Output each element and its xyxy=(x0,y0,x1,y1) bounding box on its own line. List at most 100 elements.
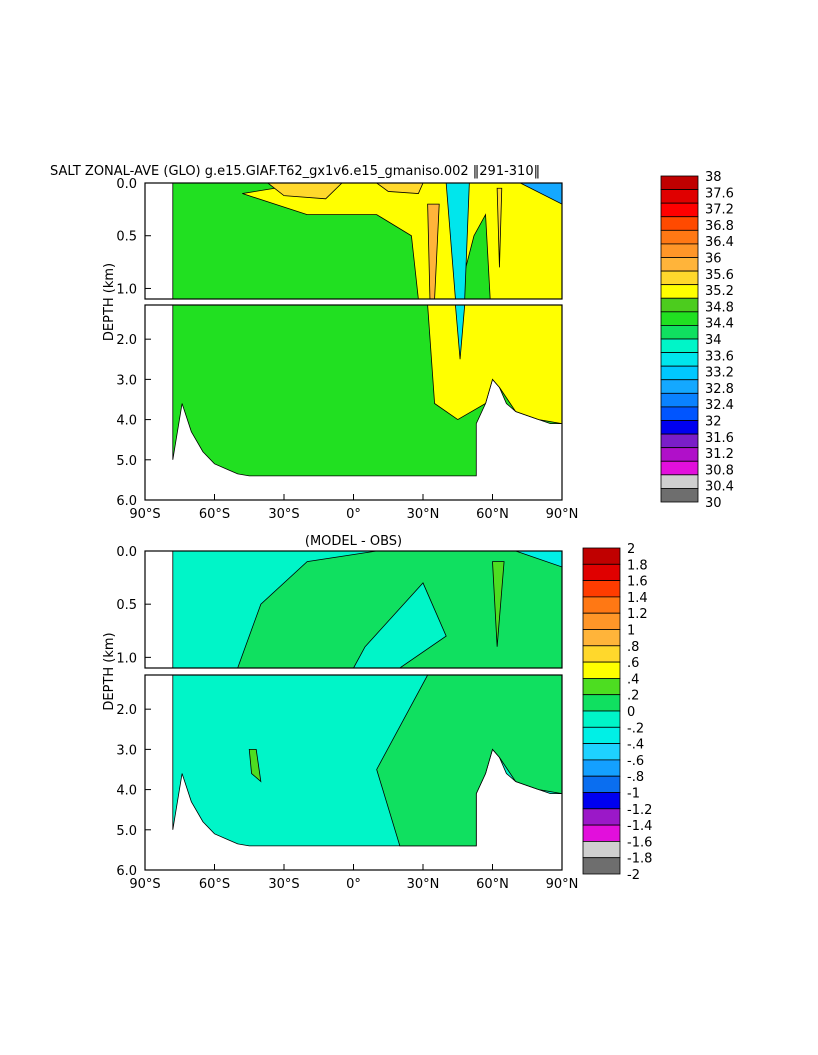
x-tick-label: 30°S xyxy=(268,877,299,892)
colorbar-label: 32 xyxy=(705,415,722,430)
x-tick-label: 0° xyxy=(346,507,361,522)
colorbar-swatch xyxy=(660,433,699,449)
colorbar-label: -1.4 xyxy=(627,819,652,834)
colorbar-label: 32.4 xyxy=(705,398,734,413)
colorbar-label: -1 xyxy=(627,787,640,802)
colorbar-swatch xyxy=(582,841,621,859)
colorbar-label: 1.2 xyxy=(627,607,648,622)
colorbar-label: 37.6 xyxy=(705,186,734,201)
colorbar-swatch xyxy=(660,243,699,258)
colorbar-label: 32.8 xyxy=(705,382,734,397)
y-tick-label: 3.0 xyxy=(116,743,137,758)
colorbar-swatch xyxy=(582,645,621,663)
colorbar-swatch xyxy=(660,379,699,394)
colorbar-label: -1.6 xyxy=(627,835,652,850)
colorbar-swatch xyxy=(582,775,621,793)
colorbar-swatch xyxy=(660,270,699,286)
colorbar-swatch xyxy=(660,297,699,313)
y-axis-label: DEPTH (km) xyxy=(102,263,117,341)
colorbar-swatch xyxy=(660,229,699,245)
colorbar-swatch xyxy=(660,352,699,367)
y-axis-label: DEPTH (km) xyxy=(102,632,117,710)
colorbar-swatch xyxy=(660,325,699,340)
colorbar-label: 33.6 xyxy=(705,349,734,364)
y-tick-label: 5.0 xyxy=(116,824,137,839)
y-tick-label: 1.0 xyxy=(116,651,137,666)
colorbar-swatch xyxy=(582,824,621,842)
colorbar-label: -1.8 xyxy=(627,852,652,867)
y-tick-label: 0.5 xyxy=(116,230,137,245)
x-tick-label: 0° xyxy=(346,877,361,892)
colorbar-swatch xyxy=(660,460,699,476)
colorbar-label: .8 xyxy=(627,640,639,655)
x-tick-label: 90°N xyxy=(546,507,579,522)
x-tick-label: 90°S xyxy=(129,877,160,892)
colorbar-label: 35.2 xyxy=(705,284,734,299)
plot-frame xyxy=(144,550,563,669)
colorbar-swatch xyxy=(582,547,621,565)
colorbar-swatch xyxy=(660,189,699,204)
salt-field xyxy=(427,304,563,425)
colorbar-label: 2 xyxy=(627,542,635,557)
y-tick-label: 4.0 xyxy=(116,414,137,429)
colorbar-swatch xyxy=(660,406,699,421)
colorbar-label: 1.4 xyxy=(627,591,648,606)
x-tick-label: 30°N xyxy=(407,877,440,892)
colorbar-swatch xyxy=(582,629,621,647)
colorbar-label: -.6 xyxy=(627,754,644,769)
colorbar-swatch xyxy=(660,284,699,299)
colorbar-swatch xyxy=(582,563,621,581)
diff-field xyxy=(492,561,505,647)
y-tick-label: 2.0 xyxy=(116,333,137,348)
colorbar-label: -.8 xyxy=(627,770,644,785)
chart-title: SALT ZONAL-AVE (GLO) g.e15.GIAF.T62_gx1v… xyxy=(50,164,540,179)
colorbar-label: 33.2 xyxy=(705,366,734,381)
x-tick-label: 60°N xyxy=(476,877,509,892)
colorbar-label: -2 xyxy=(627,868,640,883)
salt-field xyxy=(496,187,503,268)
colorbar-swatch xyxy=(582,857,621,875)
colorbar-label: 0 xyxy=(627,705,635,720)
colorbar-swatch xyxy=(582,612,621,630)
x-tick-label: 60°N xyxy=(476,507,509,522)
chart-title: (MODEL - OBS) xyxy=(305,534,402,549)
colorbar-swatch xyxy=(660,420,699,435)
y-tick-label: 5.0 xyxy=(116,454,137,469)
colorbar-swatch xyxy=(582,759,621,777)
y-tick-label: 6.0 xyxy=(116,864,137,879)
colorbar-label: -.4 xyxy=(627,738,644,753)
panel-bottom xyxy=(144,547,621,875)
colorbar-swatch xyxy=(582,580,621,598)
x-tick-label: 30°N xyxy=(407,507,440,522)
colorbar-label: 31.6 xyxy=(705,431,734,446)
colorbar-label: 34.4 xyxy=(705,317,734,332)
colorbar-swatch xyxy=(660,257,699,272)
colorbar-swatch xyxy=(582,792,621,810)
colorbar-label: 1.6 xyxy=(627,575,648,590)
x-tick-label: 90°N xyxy=(546,877,579,892)
y-tick-label: 1.0 xyxy=(116,282,137,297)
colorbar-label: 30 xyxy=(705,496,722,511)
colorbar-label: 36.4 xyxy=(705,235,734,250)
colorbar-swatch xyxy=(660,365,699,381)
colorbar-label: 30.4 xyxy=(705,480,734,495)
colorbar-label: -.2 xyxy=(627,721,644,736)
diff-field xyxy=(352,582,447,669)
colorbar-swatch xyxy=(582,661,621,679)
colorbar-label: 36.8 xyxy=(705,219,734,234)
y-tick-label: 6.0 xyxy=(116,494,137,509)
colorbar-label: 36 xyxy=(705,252,722,267)
colorbar-swatch xyxy=(582,726,621,744)
x-tick-label: 90°S xyxy=(129,507,160,522)
y-tick-label: 0.0 xyxy=(116,177,137,192)
colorbar-label: 1 xyxy=(627,624,635,639)
colorbar-swatch xyxy=(660,338,699,353)
y-tick-label: 3.0 xyxy=(116,373,137,388)
colorbar-label: .6 xyxy=(627,656,639,671)
colorbar-swatch xyxy=(582,808,621,826)
colorbar-label: .2 xyxy=(627,689,639,704)
colorbar-label: 37.2 xyxy=(705,203,734,218)
colorbar-swatch xyxy=(582,710,621,728)
colorbar-label: 34.8 xyxy=(705,300,734,315)
